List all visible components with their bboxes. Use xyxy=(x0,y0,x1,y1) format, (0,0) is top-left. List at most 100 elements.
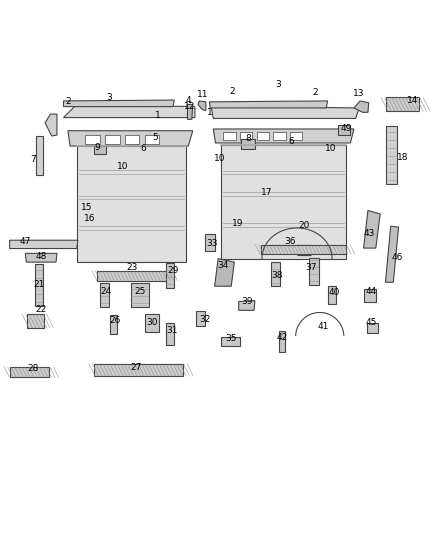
Text: 34: 34 xyxy=(218,261,229,270)
Text: 44: 44 xyxy=(365,287,377,295)
Polygon shape xyxy=(36,136,43,174)
Text: 25: 25 xyxy=(134,287,146,295)
Text: 39: 39 xyxy=(241,297,252,306)
Text: 5: 5 xyxy=(152,133,159,142)
Polygon shape xyxy=(279,332,285,352)
Text: 12: 12 xyxy=(184,102,195,111)
Bar xyxy=(10,367,49,377)
Polygon shape xyxy=(221,337,240,346)
Text: 37: 37 xyxy=(305,263,317,272)
Text: 15: 15 xyxy=(81,203,92,212)
Text: 41: 41 xyxy=(318,322,329,332)
Text: 10: 10 xyxy=(214,154,226,163)
Text: 1: 1 xyxy=(155,111,161,120)
Bar xyxy=(145,135,159,144)
Text: 22: 22 xyxy=(35,305,47,314)
Text: 8: 8 xyxy=(245,134,251,143)
Polygon shape xyxy=(385,226,399,282)
Bar xyxy=(105,135,120,144)
Text: 48: 48 xyxy=(36,252,47,261)
Text: 28: 28 xyxy=(27,364,39,373)
Text: 20: 20 xyxy=(299,221,310,230)
Polygon shape xyxy=(271,262,280,286)
Text: 17: 17 xyxy=(261,189,272,197)
Polygon shape xyxy=(110,314,117,334)
Text: 31: 31 xyxy=(166,326,178,335)
Text: 40: 40 xyxy=(328,288,339,297)
Polygon shape xyxy=(297,246,312,255)
Text: 13: 13 xyxy=(353,88,364,98)
Text: 49: 49 xyxy=(340,125,352,133)
Text: 4: 4 xyxy=(186,95,191,104)
Text: 10: 10 xyxy=(117,162,128,171)
Text: 18: 18 xyxy=(397,154,409,163)
Text: 30: 30 xyxy=(147,318,158,327)
Text: 42: 42 xyxy=(277,334,288,342)
Bar xyxy=(97,271,169,280)
Text: 6: 6 xyxy=(288,137,294,146)
Text: 2: 2 xyxy=(65,97,71,106)
Text: 3: 3 xyxy=(106,93,113,102)
Bar xyxy=(273,133,286,140)
Polygon shape xyxy=(64,104,195,118)
Polygon shape xyxy=(166,324,174,345)
Text: 24: 24 xyxy=(101,287,112,295)
Polygon shape xyxy=(145,314,159,332)
Polygon shape xyxy=(239,301,255,310)
Polygon shape xyxy=(196,311,205,326)
Text: 32: 32 xyxy=(199,314,210,324)
Text: 2: 2 xyxy=(313,87,318,96)
Polygon shape xyxy=(328,286,336,304)
Text: 36: 36 xyxy=(285,237,296,246)
Text: 1: 1 xyxy=(207,108,213,117)
Text: 46: 46 xyxy=(392,253,403,262)
Polygon shape xyxy=(309,258,319,285)
Bar xyxy=(261,245,346,254)
Polygon shape xyxy=(367,322,378,333)
Polygon shape xyxy=(354,101,369,112)
Polygon shape xyxy=(205,233,215,251)
Polygon shape xyxy=(131,283,149,307)
Text: 14: 14 xyxy=(407,95,418,104)
Polygon shape xyxy=(364,289,376,302)
Text: 7: 7 xyxy=(30,155,36,164)
Polygon shape xyxy=(10,240,78,248)
Text: 3: 3 xyxy=(275,80,281,89)
Bar xyxy=(257,133,269,140)
Bar xyxy=(85,135,100,144)
Text: 11: 11 xyxy=(197,90,208,99)
Polygon shape xyxy=(338,125,350,135)
Polygon shape xyxy=(166,263,174,287)
Polygon shape xyxy=(215,259,234,286)
Text: 19: 19 xyxy=(232,219,244,228)
Polygon shape xyxy=(386,126,397,184)
Text: 26: 26 xyxy=(109,316,120,325)
Bar xyxy=(290,133,302,140)
Text: 47: 47 xyxy=(20,237,31,246)
Polygon shape xyxy=(25,253,57,262)
Bar xyxy=(94,364,183,376)
Polygon shape xyxy=(94,146,106,155)
Text: 16: 16 xyxy=(84,214,95,223)
Polygon shape xyxy=(241,139,255,149)
Polygon shape xyxy=(187,104,193,119)
Text: 43: 43 xyxy=(363,229,374,238)
Bar xyxy=(27,314,44,328)
Polygon shape xyxy=(64,100,174,107)
Text: 21: 21 xyxy=(34,279,45,288)
Polygon shape xyxy=(198,101,206,110)
Polygon shape xyxy=(45,114,57,136)
Text: 10: 10 xyxy=(325,144,336,153)
Text: 6: 6 xyxy=(140,144,146,153)
Polygon shape xyxy=(211,106,359,118)
Text: 35: 35 xyxy=(225,334,237,343)
Text: 29: 29 xyxy=(167,266,179,276)
Polygon shape xyxy=(221,145,346,259)
Text: 45: 45 xyxy=(365,318,377,327)
Text: 27: 27 xyxy=(130,363,141,372)
Polygon shape xyxy=(364,211,380,248)
Text: 23: 23 xyxy=(127,263,138,272)
Polygon shape xyxy=(77,146,186,262)
Bar xyxy=(386,98,419,111)
Bar xyxy=(223,133,236,140)
